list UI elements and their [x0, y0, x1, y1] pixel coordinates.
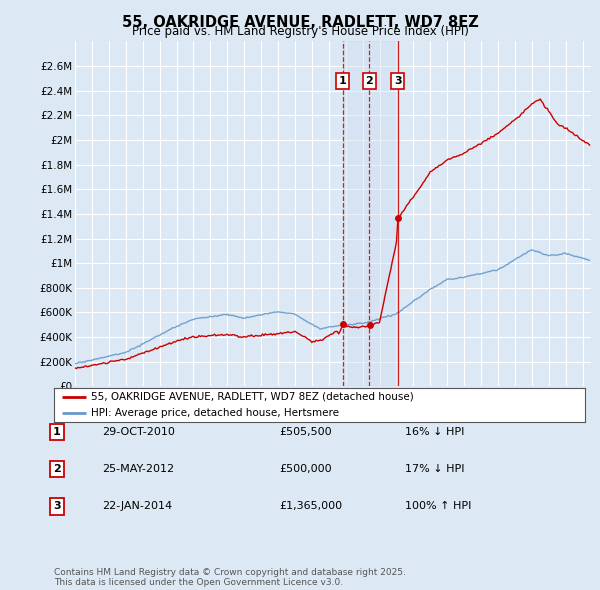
- Text: 29-OCT-2010: 29-OCT-2010: [102, 427, 175, 437]
- Text: HPI: Average price, detached house, Hertsmere: HPI: Average price, detached house, Hert…: [91, 408, 339, 418]
- Text: £1,365,000: £1,365,000: [279, 502, 342, 511]
- Text: 3: 3: [394, 76, 401, 86]
- Text: 55, OAKRIDGE AVENUE, RADLETT, WD7 8EZ (detached house): 55, OAKRIDGE AVENUE, RADLETT, WD7 8EZ (d…: [91, 392, 414, 402]
- Text: 1: 1: [53, 427, 61, 437]
- Text: £500,000: £500,000: [279, 464, 332, 474]
- Text: 2: 2: [53, 464, 61, 474]
- Text: 22-JAN-2014: 22-JAN-2014: [102, 502, 172, 511]
- Text: 1: 1: [339, 76, 347, 86]
- Text: 25-MAY-2012: 25-MAY-2012: [102, 464, 174, 474]
- Text: 3: 3: [53, 502, 61, 511]
- Text: 100% ↑ HPI: 100% ↑ HPI: [405, 502, 472, 511]
- Text: 16% ↓ HPI: 16% ↓ HPI: [405, 427, 464, 437]
- Text: Price paid vs. HM Land Registry's House Price Index (HPI): Price paid vs. HM Land Registry's House …: [131, 25, 469, 38]
- Text: 55, OAKRIDGE AVENUE, RADLETT, WD7 8EZ: 55, OAKRIDGE AVENUE, RADLETT, WD7 8EZ: [122, 15, 478, 30]
- Text: Contains HM Land Registry data © Crown copyright and database right 2025.
This d: Contains HM Land Registry data © Crown c…: [54, 568, 406, 587]
- Text: 2: 2: [365, 76, 373, 86]
- Text: £505,500: £505,500: [279, 427, 332, 437]
- Bar: [343, 41, 398, 386]
- Text: 17% ↓ HPI: 17% ↓ HPI: [405, 464, 464, 474]
